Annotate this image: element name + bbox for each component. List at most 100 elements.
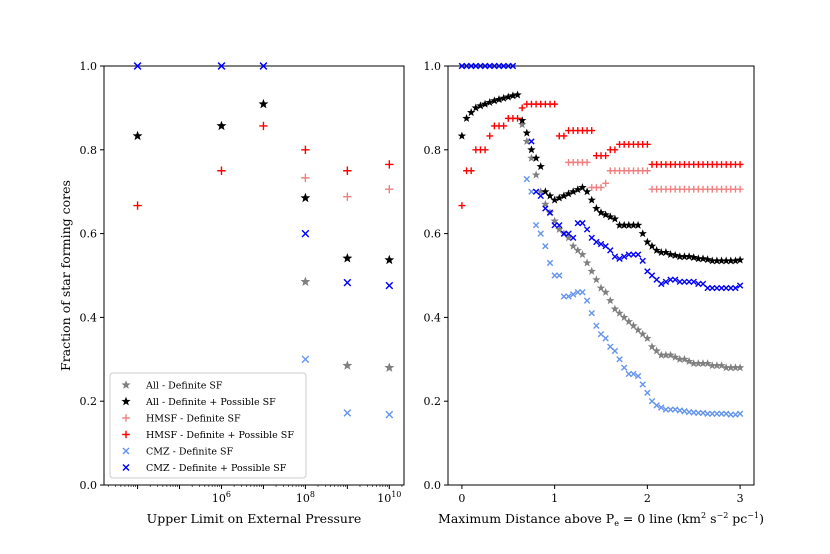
data-point-all_def bbox=[518, 120, 527, 129]
y-tick-label: 0.4 bbox=[80, 311, 98, 324]
data-point-all_poss bbox=[564, 189, 573, 198]
data-point-all_poss bbox=[606, 212, 615, 221]
data-point-hmsf_def bbox=[301, 173, 310, 183]
data-point-all_poss bbox=[513, 90, 522, 99]
data-point-cmz_def bbox=[709, 410, 716, 417]
data-point-cmz_def bbox=[611, 347, 619, 355]
data-point-all_poss bbox=[578, 183, 587, 192]
data-point-all_def bbox=[657, 350, 666, 359]
data-point-cmz_poss bbox=[463, 62, 470, 70]
data-point-all_def bbox=[712, 361, 722, 370]
data-point-all_poss bbox=[132, 130, 143, 141]
data-point-cmz_poss bbox=[551, 222, 558, 229]
data-point-all_def bbox=[689, 359, 698, 368]
data-point-cmz_def bbox=[671, 406, 679, 413]
data-point-cmz_def bbox=[667, 406, 674, 413]
data-point-all_def bbox=[666, 350, 675, 359]
data-point-cmz_def bbox=[588, 309, 595, 317]
data-point-all_poss bbox=[633, 220, 643, 229]
data-point-all_poss bbox=[504, 92, 513, 101]
data-point-hmsf_poss bbox=[611, 146, 619, 154]
data-point-all_def bbox=[582, 258, 592, 267]
data-point-hmsf_def bbox=[736, 185, 744, 193]
data-point-cmz_def bbox=[542, 242, 549, 250]
data-point-all_poss bbox=[722, 256, 731, 265]
data-point-all_poss bbox=[582, 187, 592, 196]
data-point-cmz_poss bbox=[607, 247, 614, 254]
data-point-all_poss bbox=[555, 193, 564, 202]
y-tick-label: 0.6 bbox=[80, 228, 98, 241]
data-point-cmz_poss bbox=[722, 284, 730, 292]
data-point-all_def bbox=[541, 199, 550, 208]
data-point-cmz_poss bbox=[671, 276, 679, 283]
data-point-cmz_def bbox=[713, 410, 721, 417]
data-point-cmz_poss bbox=[713, 284, 721, 292]
data-point-cmz_poss bbox=[685, 278, 693, 285]
data-point-all_poss bbox=[680, 252, 689, 261]
data-point-cmz_def bbox=[722, 410, 730, 417]
legend: All - Definite SF All - Definite + Possib… bbox=[109, 372, 307, 479]
data-point-cmz_def bbox=[676, 407, 684, 414]
data-point-all_def bbox=[573, 245, 582, 254]
data-point-all_def bbox=[708, 361, 717, 370]
data-point-all_poss bbox=[541, 187, 550, 196]
left-y-axis-label: Fraction of star forming cores bbox=[58, 180, 73, 371]
data-point-hmsf_poss bbox=[643, 140, 651, 148]
data-point-all_poss bbox=[462, 113, 471, 122]
legend-marker-all_poss bbox=[121, 396, 131, 406]
data-point-cmz_poss bbox=[133, 62, 142, 70]
data-point-cmz_poss bbox=[593, 238, 600, 246]
data-point-cmz_poss bbox=[495, 62, 503, 70]
data-point-cmz_poss bbox=[732, 284, 739, 292]
data-point-cmz_poss bbox=[616, 255, 623, 262]
data-point-cmz_def bbox=[718, 410, 725, 417]
data-point-all_def bbox=[522, 137, 531, 145]
data-point-all_def bbox=[694, 359, 703, 368]
data-point-all_def bbox=[300, 276, 311, 286]
data-point-hmsf_poss bbox=[343, 166, 352, 175]
data-point-cmz_poss bbox=[695, 280, 702, 288]
data-point-all_def bbox=[684, 357, 694, 365]
data-point-cmz_def bbox=[634, 372, 642, 380]
legend-marker-all_def bbox=[121, 380, 131, 389]
data-point-cmz_poss bbox=[569, 234, 577, 242]
x-tick-label: 108 bbox=[296, 490, 315, 505]
data-point-all_def bbox=[731, 363, 740, 372]
data-point-all_poss bbox=[471, 103, 480, 112]
data-point-cmz_def bbox=[658, 404, 665, 411]
data-point-all_poss bbox=[675, 252, 684, 261]
data-point-all_poss bbox=[629, 220, 638, 229]
data-point-all_poss bbox=[684, 252, 694, 261]
data-point-cmz_poss bbox=[486, 62, 493, 70]
data-point-all_poss bbox=[703, 255, 712, 264]
data-point-hmsf_def bbox=[385, 184, 394, 194]
data-point-all_poss bbox=[527, 145, 536, 154]
data-point-cmz_def bbox=[732, 411, 739, 418]
data-point-all_def bbox=[342, 360, 353, 370]
data-point-all_poss bbox=[657, 248, 666, 257]
data-point-cmz_def bbox=[546, 259, 554, 267]
data-point-all_poss bbox=[694, 254, 703, 263]
data-point-cmz_poss bbox=[736, 282, 744, 289]
left-x-ticks: 106 108 1010 bbox=[107, 485, 403, 505]
data-point-cmz_poss bbox=[630, 251, 637, 258]
left-x-axis-label: Upper Limit on External Pressure bbox=[147, 511, 362, 526]
data-point-all_poss bbox=[300, 192, 311, 203]
data-point-cmz_poss bbox=[676, 278, 684, 285]
data-point-cmz_def bbox=[593, 322, 600, 329]
data-point-cmz_def bbox=[528, 188, 535, 195]
data-point-all_poss bbox=[480, 99, 490, 108]
data-point-hmsf_poss bbox=[514, 114, 521, 122]
data-point-cmz_poss bbox=[681, 278, 688, 285]
data-point-all_def bbox=[606, 296, 615, 305]
data-point-all_poss bbox=[518, 116, 527, 125]
y-tick-label: 0.2 bbox=[424, 395, 442, 408]
data-point-all_poss bbox=[652, 245, 661, 254]
data-point-cmz_poss bbox=[472, 62, 480, 70]
data-point-hmsf_poss bbox=[301, 145, 310, 154]
data-point-cmz_poss bbox=[579, 219, 586, 227]
data-point-cmz_def bbox=[523, 175, 531, 183]
data-point-all_def bbox=[384, 362, 395, 372]
data-point-all_def bbox=[680, 354, 689, 363]
